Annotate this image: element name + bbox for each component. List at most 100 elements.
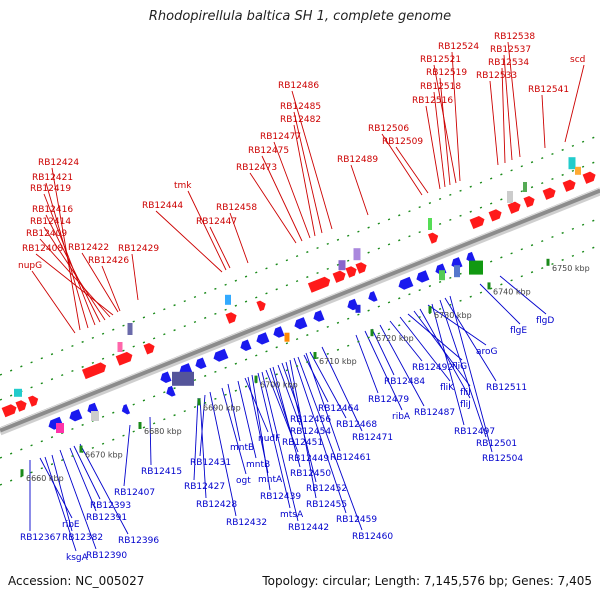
reverse-label-leader bbox=[364, 330, 403, 411]
forward-label-leader bbox=[293, 111, 323, 234]
forward-gene-arrow bbox=[507, 201, 521, 214]
reverse-gene-label: RB12471 bbox=[352, 433, 393, 443]
forward-gene-label: RB12424 bbox=[38, 158, 79, 168]
forward-gene-label: RB12429 bbox=[118, 244, 159, 254]
reverse-gene-label: RB12407 bbox=[114, 488, 155, 498]
scale-tick-mark bbox=[428, 306, 432, 313]
reverse-gene-label: RB12455 bbox=[306, 500, 347, 510]
reverse-gene-label: RB12396 bbox=[118, 536, 159, 546]
forward-gene-arrow bbox=[15, 400, 27, 412]
reverse-label-leader bbox=[297, 356, 363, 531]
genome-backbone bbox=[0, 187, 600, 433]
forward-gene-label: RB12419 bbox=[30, 184, 71, 194]
reverse-gene-block bbox=[454, 265, 460, 278]
reverse-gene-arrow bbox=[398, 276, 414, 290]
reverse-label-leader bbox=[389, 320, 423, 362]
forward-label-leader bbox=[291, 90, 333, 230]
reverse-label-leader bbox=[444, 297, 497, 382]
forward-gene-arrow bbox=[488, 209, 502, 222]
reverse-label-leader bbox=[251, 374, 271, 491]
forward-gene-label: RB12485 bbox=[280, 102, 321, 112]
reverse-gene-label: RB12390 bbox=[86, 551, 127, 561]
forward-label-leader bbox=[439, 77, 451, 186]
reverse-gene-arrow bbox=[160, 371, 172, 383]
genome-track bbox=[0, 134, 600, 486]
reverse-gene-label: aroG bbox=[476, 347, 498, 357]
reverse-label-leader bbox=[149, 416, 152, 466]
forward-label-leader bbox=[489, 80, 499, 166]
reverse-label-leader bbox=[303, 354, 329, 403]
reverse-gene-arrow bbox=[195, 357, 207, 369]
forward-label-leader bbox=[101, 265, 121, 312]
forward-gene-label: RB12473 bbox=[236, 163, 277, 173]
forward-label-leader bbox=[39, 238, 111, 318]
reverse-label-leader bbox=[199, 394, 206, 457]
reverse-gene-arrow bbox=[368, 291, 378, 302]
forward-gene-label: RB12414 bbox=[30, 217, 71, 227]
forward-gene-label: RB12516 bbox=[412, 96, 453, 106]
reverse-label-leader bbox=[479, 283, 521, 325]
reverse-gene-label: RB12431 bbox=[190, 458, 231, 468]
reverse-gene-label: mntA bbox=[258, 475, 283, 485]
reverse-gene-label: RB12439 bbox=[260, 492, 301, 502]
reverse-label-leader bbox=[379, 324, 425, 407]
forward-label-leader bbox=[564, 64, 585, 143]
forward-gene-label: nupG bbox=[18, 261, 42, 271]
forward-gene-label: RB12533 bbox=[476, 71, 517, 81]
reverse-gene-arrow bbox=[273, 326, 285, 338]
scale-tick-mark bbox=[138, 422, 142, 429]
reverse-label-leader bbox=[321, 346, 363, 432]
forward-gene-block bbox=[117, 342, 123, 352]
reverse-label-leader bbox=[51, 454, 73, 532]
scale-ticks: 6660 kbp 6670 kbp 6680 kbp 6690 kbp 6700 kbp… bbox=[20, 258, 590, 483]
forward-gene-block bbox=[428, 218, 432, 230]
reverse-label-leader bbox=[449, 295, 493, 453]
scale-tick-label: 6740 kbp bbox=[493, 287, 531, 296]
forward-gene-arrow bbox=[143, 343, 155, 355]
reverse-gene-label: RB12454 bbox=[290, 427, 331, 437]
reverse-label-leader bbox=[499, 275, 547, 315]
reverse-gene-label: RB12391 bbox=[86, 513, 127, 523]
forward-label-leader bbox=[35, 253, 114, 316]
forward-gene-label: RB12444 bbox=[142, 201, 183, 211]
forward-label-leader bbox=[229, 212, 249, 264]
forward-label-leader bbox=[187, 190, 227, 271]
scale-tick-label: 6720 kbp bbox=[376, 334, 414, 343]
forward-label-leader bbox=[350, 164, 369, 216]
forward-label-leader bbox=[31, 270, 76, 334]
forward-label-leader bbox=[131, 253, 139, 301]
reverse-label-leader bbox=[439, 299, 487, 438]
forward-gene-arrow bbox=[28, 395, 39, 407]
reverse-gene-label: RB12492 bbox=[412, 363, 453, 373]
reverse-gene-label: RB12367 bbox=[20, 533, 61, 543]
reverse-label-leader bbox=[59, 449, 97, 550]
reverse-gene-arrow bbox=[69, 409, 83, 422]
reverse-label-leader bbox=[371, 328, 395, 376]
forward-gene-arrow bbox=[256, 300, 266, 312]
reverse-gene-label: RB12459 bbox=[336, 515, 377, 525]
forward-label-leader bbox=[507, 41, 521, 158]
forward-gene-label: RB12409 bbox=[26, 229, 67, 239]
forward-gene-label: RB12489 bbox=[337, 155, 378, 165]
reverse-gene-label: fliG bbox=[452, 362, 467, 372]
reverse-label-leader bbox=[285, 361, 317, 483]
scale-tick-label: 6700 kbp bbox=[260, 381, 298, 390]
forward-label-leader bbox=[425, 105, 441, 190]
forward-label-leader bbox=[433, 91, 446, 188]
forward-label-leader bbox=[45, 182, 89, 329]
scale-tick-mark bbox=[79, 445, 83, 453]
reverse-label-leader bbox=[427, 304, 487, 346]
scale-tick-mark bbox=[370, 329, 374, 337]
scale-tick-mark bbox=[254, 375, 258, 383]
scale-tick-label: 6710 kbp bbox=[319, 357, 357, 366]
reverse-gene-label: RB12504 bbox=[482, 454, 523, 464]
forward-gene-arrow bbox=[225, 312, 237, 324]
forward-gene-arrow bbox=[582, 171, 596, 184]
reverse-label-leader bbox=[69, 447, 97, 512]
forward-gene-arrow bbox=[523, 196, 535, 208]
reverse-gene-label: RB12484 bbox=[384, 377, 425, 387]
backbone-highlight bbox=[0, 187, 600, 429]
reverse-gene-block bbox=[439, 270, 445, 281]
scale-tick-label: 6730 kbp bbox=[434, 311, 472, 320]
